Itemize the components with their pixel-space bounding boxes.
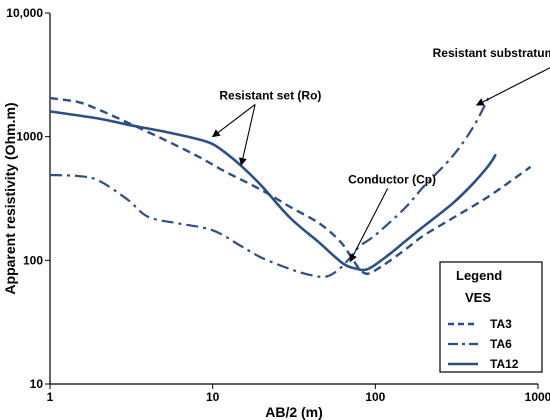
y-axis-label: Apparent resistivity (Ohm.m) [2,102,18,294]
x-tick-label: 10 [206,390,220,404]
annotation-arrow [211,104,256,138]
annotation-arrow [238,104,256,166]
x-tick-label: 1 [47,390,54,404]
legend-label-ta3: TA3 [490,317,512,331]
y-tick-label: 1000 [16,130,43,144]
legend: Legend VES TA3 TA6 TA12 [439,261,543,373]
x-tick-label: 1000 [525,390,550,404]
x-tick-label: 100 [365,390,385,404]
series-line-ta6 [49,96,490,278]
series-line-ta12 [49,110,497,272]
annotation-arrow [475,67,550,106]
axes [45,12,539,389]
annotation-label: Conductor (Cp) [348,172,436,186]
legend-title: Legend [456,268,502,283]
y-tick-label: 10 [30,377,44,391]
legend-box [439,261,543,373]
series-line-ta3 [49,96,532,275]
series-lines [49,96,532,278]
legend-label-ta12: TA12 [490,357,519,371]
y-tick-label: 100 [23,253,43,267]
annotations: Resistant set (Ro) Conductor (Cp) Resistan… [211,46,550,263]
annotation-label: Resistant set (Ro) [219,88,321,102]
x-axis-label: AB/2 (m) [265,404,323,420]
annotation-label: Resistant substratum (Rs) [433,46,550,60]
annotation-arrow [349,188,389,263]
legend-entries: TA3 TA6 TA12 [448,317,519,371]
legend-label-ta6: TA6 [490,337,512,351]
legend-subtitle: VES [465,290,491,305]
y-tick-label: 10,000 [6,6,43,20]
